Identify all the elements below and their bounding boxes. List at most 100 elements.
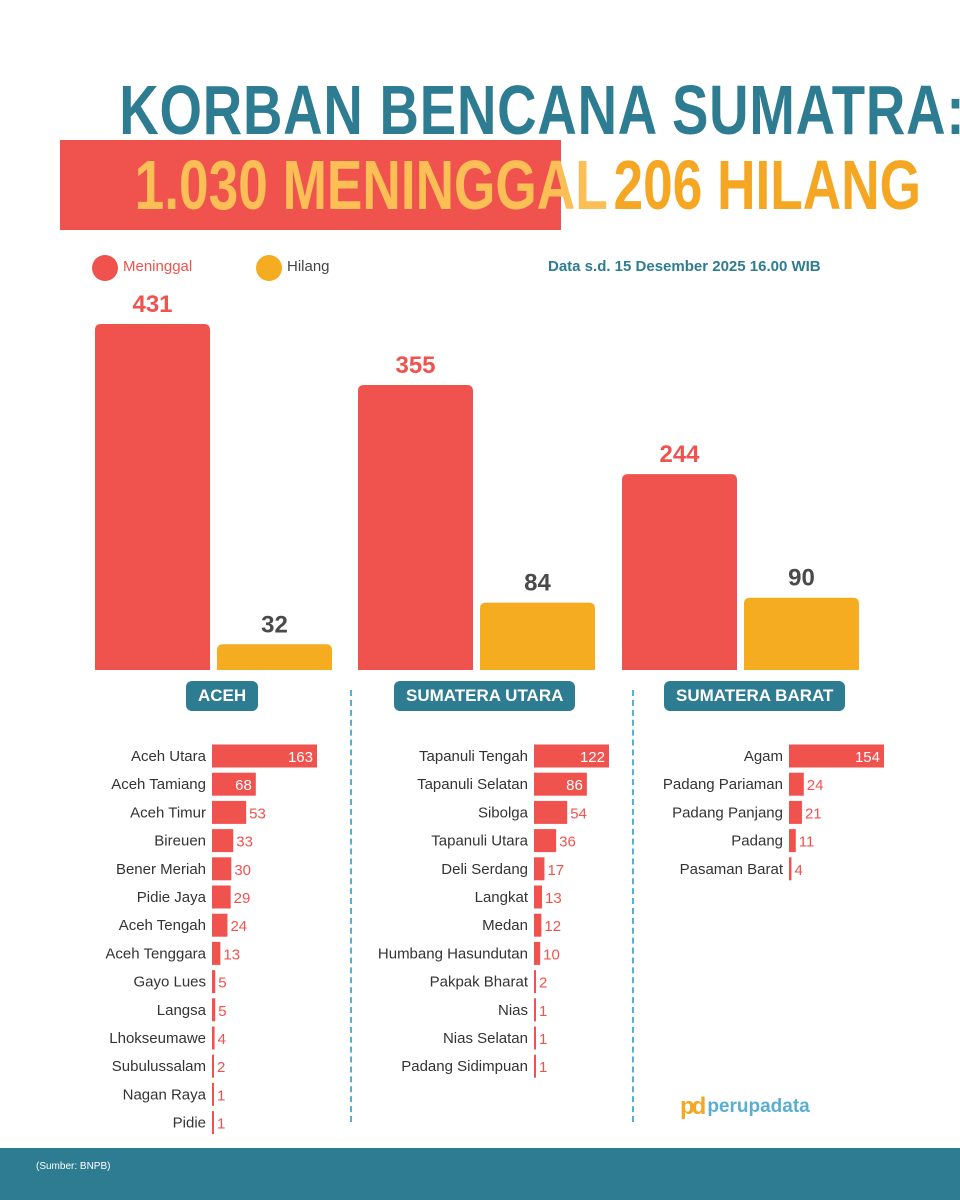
row-label: Aceh Tengah xyxy=(119,917,206,934)
row-label: Padang Pariaman xyxy=(663,776,783,793)
row-value: 33 xyxy=(236,834,253,851)
row-label: Medan xyxy=(482,917,528,934)
row-value: 86 xyxy=(566,777,583,794)
row-bar xyxy=(212,970,216,994)
bar-value-label: 32 xyxy=(261,611,288,638)
bar-value-label: 244 xyxy=(659,441,700,468)
row-bar xyxy=(534,772,587,796)
row-label: Tapanuli Tengah xyxy=(419,748,528,765)
row-bar xyxy=(212,1054,214,1078)
row-bar xyxy=(212,998,216,1022)
row-bar xyxy=(789,857,792,881)
row-value: 29 xyxy=(234,890,251,907)
region-badge-sumbar: SUMATERA BARAT xyxy=(664,681,846,711)
row-value: 36 xyxy=(559,834,576,851)
row-value: 122 xyxy=(580,749,605,766)
region-divider xyxy=(350,690,352,1122)
row-value: 21 xyxy=(805,805,822,822)
row-bar xyxy=(534,800,568,824)
row-label: Pidie Jaya xyxy=(137,889,207,906)
row-bar xyxy=(212,913,228,937)
row-bar xyxy=(212,941,221,965)
row-label: Gayo Lues xyxy=(133,974,206,991)
row-bar xyxy=(534,885,542,909)
row-bar xyxy=(534,998,536,1022)
logo-text: perupadata xyxy=(707,1096,810,1117)
row-label: Lhokseumawe xyxy=(109,1030,206,1047)
data-date-note: Data s.d. 15 Desember 2025 16.00 WIB xyxy=(548,258,821,275)
legend-missing-dot xyxy=(256,255,282,281)
logo-mark: pd xyxy=(680,1093,706,1120)
row-label: Aceh Tenggara xyxy=(105,945,206,962)
row-value: 12 xyxy=(544,918,561,935)
row-label: Nias Selatan xyxy=(443,1030,528,1047)
bar-value-label: 84 xyxy=(524,570,551,597)
page-title: KORBAN BENCANA SUMATRA: xyxy=(119,71,960,149)
bar-missing xyxy=(744,597,859,670)
row-bar xyxy=(789,772,804,796)
bar-dead xyxy=(95,324,210,670)
row-bar xyxy=(534,941,541,965)
region-badge-aceh: ACEH xyxy=(186,681,259,711)
region-divider xyxy=(632,690,634,1122)
legend-dead-label: Meninggal xyxy=(123,258,193,275)
row-value: 24 xyxy=(807,777,824,794)
row-value: 54 xyxy=(570,805,587,822)
bar-missing xyxy=(480,602,595,670)
row-value: 53 xyxy=(249,805,266,822)
row-value: 10 xyxy=(543,946,560,963)
row-value: 5 xyxy=(218,975,226,992)
total-dead-title: 1.030 MENINGGAL xyxy=(134,146,608,224)
row-bar xyxy=(789,800,802,824)
row-value: 4 xyxy=(794,862,802,879)
row-bar xyxy=(212,1026,215,1050)
bar-dead xyxy=(358,385,473,670)
row-value: 30 xyxy=(234,862,251,879)
region-badge-sumut: SUMATERA UTARA xyxy=(394,681,576,711)
row-label: Padang xyxy=(731,833,783,850)
row-value: 1 xyxy=(217,1116,225,1133)
row-value: 154 xyxy=(855,749,880,766)
row-bar xyxy=(789,744,884,768)
row-label: Subulussalam xyxy=(112,1058,206,1075)
bar-missing xyxy=(217,644,332,670)
row-bar xyxy=(534,970,536,994)
row-value: 13 xyxy=(545,890,562,907)
perupadata-logo: pd perupadata xyxy=(680,1093,810,1121)
row-bar xyxy=(534,857,545,881)
row-bar xyxy=(212,1082,214,1106)
row-label: Pasaman Barat xyxy=(680,861,784,878)
footer-bar xyxy=(0,1148,960,1200)
row-value: 2 xyxy=(217,1059,225,1076)
row-label: Agam xyxy=(744,748,783,765)
row-value: 4 xyxy=(218,1031,226,1048)
row-value: 1 xyxy=(539,1003,547,1020)
row-label: Padang Sidimpuan xyxy=(401,1058,528,1075)
row-label: Aceh Timur xyxy=(130,804,206,821)
row-bar xyxy=(534,1026,536,1050)
row-value: 2 xyxy=(539,975,547,992)
legend-missing-label: Hilang xyxy=(287,258,330,275)
row-bar xyxy=(534,744,609,768)
row-bar xyxy=(789,829,796,853)
row-label: Humbang Hasundutan xyxy=(378,945,528,962)
row-label: Aceh Tamiang xyxy=(111,776,206,793)
row-bar xyxy=(534,829,557,853)
row-value: 1 xyxy=(539,1031,547,1048)
row-bar xyxy=(534,1054,536,1078)
row-bar xyxy=(212,829,234,853)
row-bar xyxy=(212,744,317,768)
legend-dead-dot xyxy=(92,255,118,281)
row-label: Tapanuli Utara xyxy=(431,833,528,850)
row-bar xyxy=(212,885,231,909)
row-value: 11 xyxy=(799,834,815,851)
bar-value-label: 355 xyxy=(395,352,435,379)
row-label: Aceh Utara xyxy=(131,748,207,765)
row-label: Bener Meriah xyxy=(116,861,206,878)
row-value: 5 xyxy=(218,1003,226,1020)
source-note: (Sumber: BNPB) xyxy=(36,1161,111,1172)
row-label: Bireuen xyxy=(154,833,206,850)
row-label: Nagan Raya xyxy=(123,1086,207,1103)
row-value: 24 xyxy=(230,918,247,935)
